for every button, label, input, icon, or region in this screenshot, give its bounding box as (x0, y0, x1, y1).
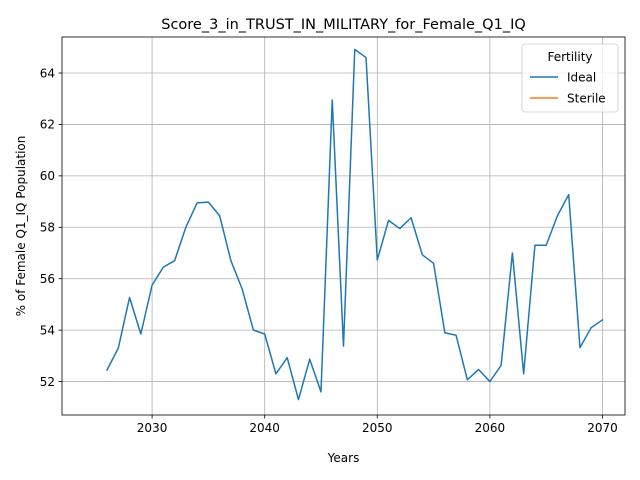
y-tick-label: 58 (40, 221, 55, 235)
x-axis-label: Years (327, 451, 360, 465)
y-tick-label: 52 (40, 375, 55, 389)
x-tick-label: 2040 (249, 421, 280, 435)
legend-title: Fertility (547, 50, 592, 64)
legend-box (521, 43, 619, 113)
y-tick-label: 62 (40, 118, 55, 132)
x-tick-label: 2050 (362, 421, 393, 435)
legend: Fertility Ideal Sterile (521, 43, 619, 113)
y-tick-label: 64 (40, 66, 55, 80)
series-layer (106, 48, 604, 401)
y-axis-label: % of Female Q1_IQ Population (14, 136, 28, 317)
x-tick-label: 2060 (475, 421, 506, 435)
x-axis: 2030 2040 2050 2060 2070 (137, 415, 618, 435)
x-tick-label: 2030 (137, 421, 168, 435)
y-tick-label: 56 (40, 272, 55, 286)
y-tick-label: 54 (40, 323, 55, 337)
y-axis: 52 54 56 58 60 62 64 (40, 66, 62, 389)
y-tick-label: 60 (40, 169, 55, 183)
x-tick-label: 2070 (587, 421, 618, 435)
chart-title: Score_3_in_TRUST_IN_MILITARY_for_Female_… (161, 17, 526, 33)
series-line-ideal (106, 48, 604, 401)
legend-label-ideal: Ideal (567, 71, 596, 85)
legend-label-sterile: Sterile (567, 92, 606, 106)
plot-frame (61, 36, 626, 416)
